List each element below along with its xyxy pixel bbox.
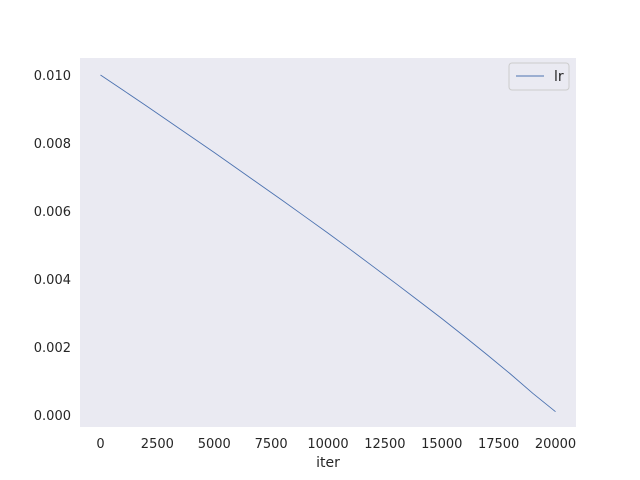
x-tick-label: 10000: [307, 437, 348, 452]
x-tick-label: 0: [96, 437, 104, 452]
x-tick-label: 17500: [478, 437, 519, 452]
x-tick-label: 15000: [421, 437, 462, 452]
legend-label-lr: lr: [554, 69, 564, 85]
y-tick-label: 0.008: [34, 137, 71, 152]
x-tick-label: 7500: [255, 437, 288, 452]
y-tick-label: 0.004: [34, 273, 71, 288]
y-tick-label: 0.006: [34, 205, 71, 220]
x-tick-label: 20000: [535, 437, 576, 452]
x-tick-label: 12500: [364, 437, 405, 452]
series-layer: [100, 74, 556, 413]
x-tick-label: 5000: [198, 437, 231, 452]
x-axis-label: iter: [316, 455, 340, 471]
y-tick-label: 0.000: [34, 409, 71, 424]
y-axis-ticks: 0.000 0.002 0.004 0.006 0.008 0.010: [34, 69, 71, 424]
y-tick-label: 0.010: [34, 69, 71, 84]
series-line-lr: [100, 74, 556, 413]
plot-background: [80, 58, 576, 427]
y-tick-label: 0.002: [34, 341, 71, 356]
x-axis-ticks: 0 2500 5000 7500 10000 12500 15000 17500 20000: [96, 437, 576, 452]
x-tick-label: 2500: [141, 437, 174, 452]
legend: lr: [508, 62, 570, 91]
